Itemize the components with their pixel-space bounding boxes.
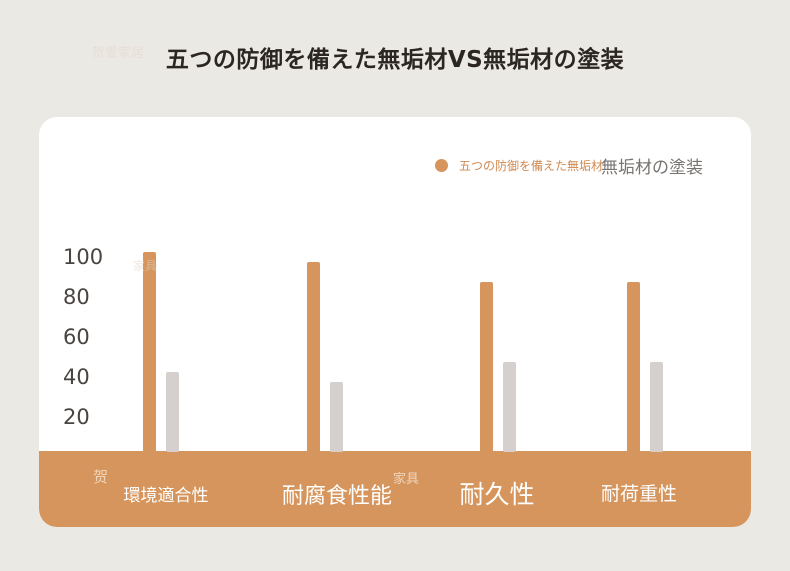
y-tick-label: 100 [63,245,104,269]
legend-marker-series-1 [435,158,448,172]
bar-series-2-4 [650,362,663,452]
legend-label-series-1: 五つの防御を備えた無垢材 [459,158,604,173]
y-tick-label: 60 [63,325,90,349]
watermark: 贺 [93,468,109,486]
plot-area [143,252,663,452]
bar-series-1-1 [143,252,156,452]
watermark: 家具 [393,472,420,487]
chart-title: 五つの防御を備えた無垢材VS無垢材の塗装 [165,47,625,73]
x-category-label: 環境適合性 [123,486,209,506]
bar-series-2-2 [330,382,343,452]
legend: 五つの防御を備えた無垢材 無垢材の塗装 [435,154,703,178]
chart-card: 家具 五つの防御を備えた無垢材 無垢材の塗装 100 80 60 40 20 贺… [39,117,751,527]
x-category-label: 耐久性 [459,480,535,509]
watermark: 贺爱家居 [92,46,145,61]
bar-series-1-3 [480,282,493,452]
bar-series-2-3 [503,362,516,452]
x-category-label: 耐荷重性 [600,483,678,505]
category-band [39,451,751,527]
y-tick-label: 20 [63,405,90,429]
bar-series-1-4 [627,282,640,452]
x-category-label: 耐腐食性能 [281,484,393,509]
legend-label-series-2: 無垢材の塗装 [601,158,703,178]
y-tick-label: 40 [63,365,90,389]
y-tick-label: 80 [63,285,90,309]
bar-series-2-1 [166,372,179,452]
bar-series-1-2 [307,262,320,452]
watermark: 家具 [133,259,158,273]
